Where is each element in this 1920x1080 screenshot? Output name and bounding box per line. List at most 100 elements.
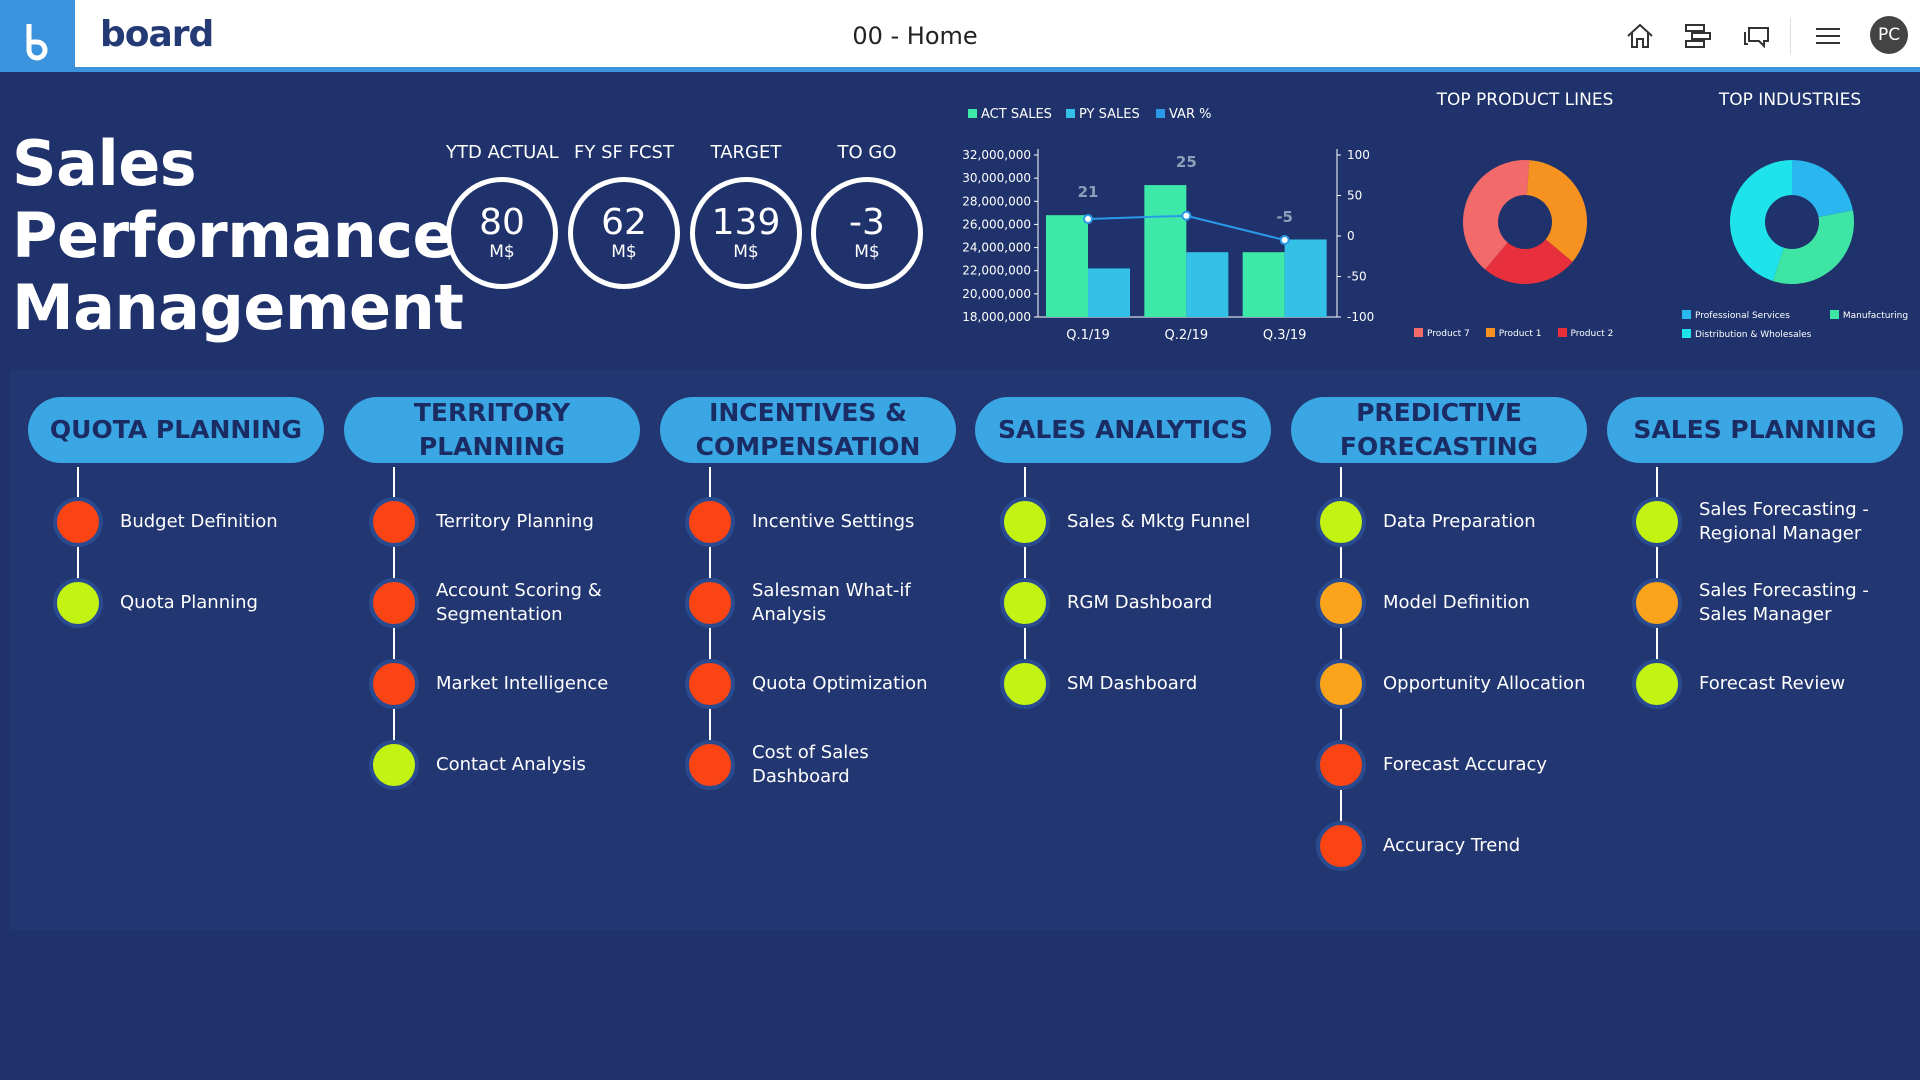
toolbar-separator — [1790, 18, 1791, 54]
process-column-2: TERRITORY PLANNING Territory Planning Acco… — [344, 397, 640, 790]
status-dot-green — [369, 740, 419, 790]
status-dot-green — [1000, 497, 1050, 547]
process-step[interactable]: Contact Analysis — [344, 735, 640, 795]
bar-act-sales — [1144, 185, 1187, 317]
legend-item: Distribution & Wholesales — [1682, 329, 1811, 340]
process-column-4: SALES ANALYTICS Sales & Mktg Funnel RGM Da… — [975, 397, 1271, 709]
process-column-header[interactable]: QUOTA PLANNING — [28, 397, 324, 463]
status-dot-red — [1316, 821, 1366, 871]
process-step[interactable]: Forecast Accuracy — [1291, 735, 1587, 795]
status-dot-red — [369, 578, 419, 628]
bar-py-sales — [1088, 268, 1130, 317]
process-step[interactable]: Quota Optimization — [660, 654, 956, 714]
process-step-label: Forecast Review — [1699, 673, 1846, 694]
y2-tick-label: -50 — [1347, 270, 1367, 284]
bar-act-sales — [1046, 215, 1088, 317]
y2-tick-label: 50 — [1347, 189, 1362, 203]
process-column-header[interactable]: PREDICTIVE FORECASTING — [1291, 397, 1587, 463]
process-step[interactable]: Model Definition — [1291, 573, 1587, 633]
legend-swatch — [1682, 329, 1691, 338]
process-step[interactable]: RGM Dashboard — [975, 573, 1271, 633]
legend-swatch — [1682, 310, 1691, 319]
donut-slice-0 — [1463, 160, 1530, 270]
header-band — [0, 77, 1920, 370]
user-avatar[interactable]: PC — [1870, 16, 1908, 54]
legend-label: Product 2 — [1570, 329, 1614, 339]
process-step[interactable]: Sales Forecasting - Regional Manager — [1607, 492, 1903, 552]
legend-swatch-2 — [1156, 109, 1165, 118]
process-step[interactable]: Sales & Mktg Funnel — [975, 492, 1271, 552]
process-column-header[interactable]: SALES PLANNING — [1607, 397, 1903, 463]
legend-item: Professional Services — [1682, 310, 1790, 321]
kpi-ring: 139 M$ — [690, 177, 802, 289]
process-step[interactable]: Data Preparation — [1291, 492, 1587, 552]
legend-label-0: ACT SALES — [981, 107, 1052, 122]
process-step-label: Market Intelligence — [436, 673, 609, 694]
kpi-ring: 62 M$ — [568, 177, 680, 289]
process-step-label: Quota Planning — [120, 592, 258, 613]
data-label: 25 — [1176, 153, 1197, 171]
legend-label-1: PY SALES — [1079, 107, 1140, 122]
legend-swatch-1 — [1066, 109, 1075, 118]
status-dot-orange — [1632, 578, 1682, 628]
var-point — [1083, 213, 1093, 224]
tree-menu-icon[interactable] — [1682, 20, 1714, 52]
kpi-ytd-actual: YTD ACTUAL 80 M$ — [446, 142, 559, 289]
process-step[interactable]: Incentive Settings — [660, 492, 956, 552]
bar-py-sales — [1186, 252, 1229, 317]
kpi-target: TARGET 139 M$ — [690, 142, 802, 289]
process-step-label: Territory Planning — [436, 511, 594, 532]
process-step[interactable]: Quota Planning — [28, 573, 324, 633]
bar-py-sales — [1284, 239, 1327, 317]
y-tick-label: 28,000,000 — [962, 194, 1031, 208]
y-tick-label: 32,000,000 — [962, 148, 1031, 162]
home-icon[interactable] — [1624, 20, 1656, 52]
var-point — [1181, 210, 1192, 221]
process-step[interactable]: Account Scoring & Segmentation — [344, 573, 640, 633]
process-step[interactable]: Forecast Review — [1607, 654, 1903, 714]
industries-legend: Professional Services Manufacturing Distri… — [1682, 310, 1908, 348]
process-step[interactable]: Accuracy Trend — [1291, 816, 1587, 876]
y-tick-label: 30,000,000 — [962, 171, 1031, 185]
status-dot-orange — [1316, 659, 1366, 709]
legend-label-2: VAR % — [1169, 107, 1211, 122]
process-step[interactable]: Opportunity Allocation — [1291, 654, 1587, 714]
process-step[interactable]: Market Intelligence — [344, 654, 640, 714]
process-step[interactable]: SM Dashboard — [975, 654, 1271, 714]
process-step[interactable]: Salesman What-if Analysis — [660, 573, 956, 633]
process-column-header[interactable]: SALES ANALYTICS — [975, 397, 1271, 463]
process-step-label: Quota Optimization — [752, 673, 928, 694]
y-tick-label: 22,000,000 — [962, 264, 1031, 278]
process-column-header[interactable]: TERRITORY PLANNING — [344, 397, 640, 463]
status-dot-orange — [1316, 578, 1366, 628]
process-step[interactable]: Sales Forecasting - Sales Manager — [1607, 573, 1903, 633]
process-step-label: Model Definition — [1383, 592, 1530, 613]
status-dot-green — [1632, 659, 1682, 709]
connector-line — [1656, 467, 1658, 684]
process-step[interactable]: Cost of Sales Dashboard — [660, 735, 956, 795]
app-logo-button[interactable] — [0, 0, 75, 72]
legend-label: Manufacturing — [1842, 311, 1909, 321]
status-dot-red — [685, 659, 735, 709]
donut-slice-1 — [1772, 210, 1854, 284]
board-b-icon — [26, 24, 48, 61]
process-step-label: Cost of Sales Dashboard — [752, 742, 869, 787]
x-tick-label: Q.2/19 — [1165, 328, 1209, 343]
legend-swatch — [1414, 328, 1423, 337]
process-step-label: Contact Analysis — [436, 754, 586, 775]
process-step-label: Sales & Mktg Funnel — [1067, 511, 1251, 532]
kpi-ring: -3 M$ — [811, 177, 923, 289]
data-label: 21 — [1078, 183, 1099, 201]
donut-slice-2 — [1485, 239, 1573, 284]
chat-icon[interactable] — [1740, 20, 1772, 52]
process-step[interactable]: Territory Planning — [344, 492, 640, 552]
kpi-to-go: TO GO -3 M$ — [811, 142, 923, 289]
process-step-label: Accuracy Trend — [1383, 835, 1521, 856]
y2-tick-label: -100 — [1347, 310, 1374, 324]
legend-swatch-0 — [968, 109, 977, 118]
process-step[interactable]: Budget Definition — [28, 492, 324, 552]
hamburger-menu-icon[interactable] — [1812, 20, 1844, 52]
connector-line — [1024, 467, 1026, 684]
process-column-header[interactable]: INCENTIVES & COMPENSATION — [660, 397, 956, 463]
legend-item: Product 2 — [1557, 328, 1614, 339]
